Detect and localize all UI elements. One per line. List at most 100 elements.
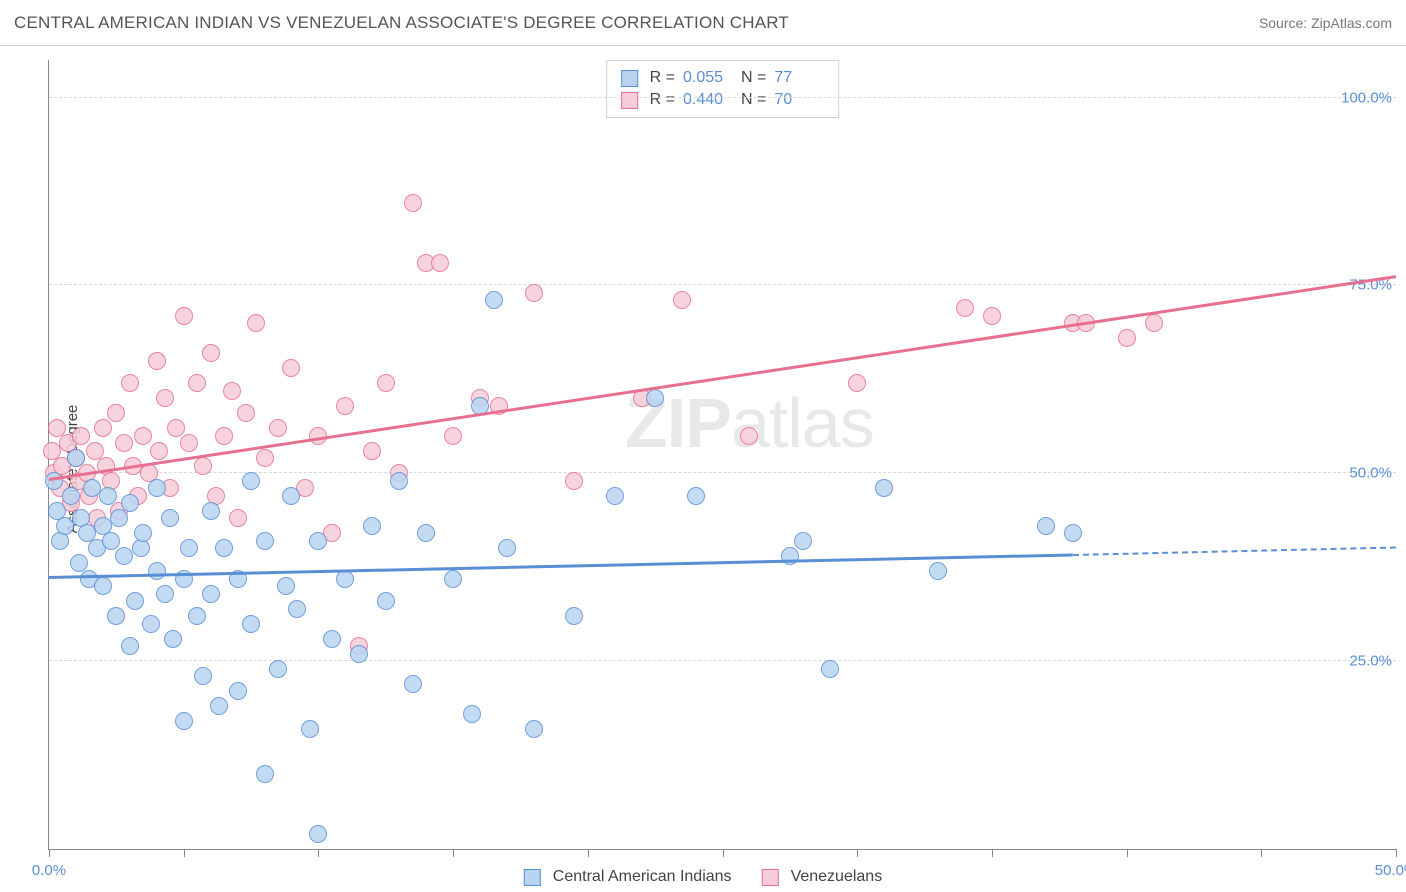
scatter-point-b <box>404 194 422 212</box>
scatter-point-a <box>256 765 274 783</box>
x-tick <box>184 849 185 857</box>
r-label-b: R = <box>650 91 675 109</box>
scatter-point-b <box>148 352 166 370</box>
chart-area: Associate's Degree ZIPatlas R = 0.055 N … <box>0 46 1406 892</box>
scatter-point-b <box>256 449 274 467</box>
scatter-point-a <box>202 585 220 603</box>
x-tick <box>588 849 589 857</box>
scatter-point-b <box>180 434 198 452</box>
x-tick-label: 0.0% <box>32 862 66 879</box>
scatter-point-a <box>498 539 516 557</box>
chart-header: CENTRAL AMERICAN INDIAN VS VENEZUELAN AS… <box>0 0 1406 46</box>
legend-item-a: Central American Indians <box>524 868 732 886</box>
scatter-point-a <box>215 539 233 557</box>
scatter-point-a <box>565 607 583 625</box>
scatter-point-b <box>150 442 168 460</box>
scatter-point-a <box>126 592 144 610</box>
y-tick-label: 100.0% <box>1341 89 1392 106</box>
x-tick <box>992 849 993 857</box>
scatter-point-b <box>1118 329 1136 347</box>
scatter-point-a <box>121 637 139 655</box>
scatter-point-b <box>740 427 758 445</box>
scatter-point-a <box>350 645 368 663</box>
scatter-point-a <box>102 532 120 550</box>
scatter-point-a <box>309 532 327 550</box>
y-tick-label: 50.0% <box>1349 465 1392 482</box>
scatter-point-b <box>215 427 233 445</box>
scatter-point-b <box>282 359 300 377</box>
scatter-point-a <box>175 712 193 730</box>
scatter-point-b <box>194 457 212 475</box>
scatter-point-a <box>323 630 341 648</box>
scatter-point-a <box>134 524 152 542</box>
scatter-point-a <box>309 825 327 843</box>
legend-item-b: Venezuelans <box>762 868 883 886</box>
x-tick <box>857 849 858 857</box>
x-tick <box>1261 849 1262 857</box>
scatter-point-a <box>188 607 206 625</box>
scatter-point-b <box>167 419 185 437</box>
scatter-point-a <box>148 562 166 580</box>
scatter-point-b <box>121 374 139 392</box>
scatter-point-a <box>269 660 287 678</box>
scatter-point-a <box>646 389 664 407</box>
scatter-point-a <box>242 615 260 633</box>
scatter-point-a <box>485 291 503 309</box>
scatter-point-a <box>377 592 395 610</box>
scatter-point-a <box>282 487 300 505</box>
scatter-point-a <box>180 539 198 557</box>
scatter-point-b <box>94 419 112 437</box>
r-value-b: 0.440 <box>683 91 733 109</box>
scatter-point-b <box>229 509 247 527</box>
scatter-point-a <box>277 577 295 595</box>
scatter-point-a <box>875 479 893 497</box>
scatter-point-b <box>956 299 974 317</box>
scatter-point-b <box>247 314 265 332</box>
scatter-point-b <box>431 254 449 272</box>
scatter-point-a <box>606 487 624 505</box>
chart-title: CENTRAL AMERICAN INDIAN VS VENEZUELAN AS… <box>14 13 789 33</box>
scatter-point-a <box>148 479 166 497</box>
grid-line <box>49 97 1396 98</box>
grid-line <box>49 284 1396 285</box>
scatter-point-a <box>256 532 274 550</box>
trend-line-a <box>49 553 1073 578</box>
grid-line <box>49 660 1396 661</box>
watermark-part2: atlas <box>731 384 874 462</box>
x-tick <box>1396 849 1397 857</box>
scatter-point-a <box>99 487 117 505</box>
scatter-point-a <box>242 472 260 490</box>
scatter-point-b <box>525 284 543 302</box>
stats-row-b: R = 0.440 N = 70 <box>621 89 825 111</box>
chart-source: Source: ZipAtlas.com <box>1259 15 1392 31</box>
scatter-point-b <box>107 404 125 422</box>
scatter-point-b <box>444 427 462 445</box>
stats-row-a: R = 0.055 N = 77 <box>621 67 825 89</box>
stats-legend-box: R = 0.055 N = 77 R = 0.440 N = 70 <box>606 60 840 118</box>
scatter-point-a <box>94 577 112 595</box>
scatter-point-a <box>67 449 85 467</box>
scatter-point-b <box>202 344 220 362</box>
scatter-point-a <box>404 675 422 693</box>
scatter-point-a <box>336 570 354 588</box>
scatter-point-b <box>237 404 255 422</box>
scatter-point-a <box>821 660 839 678</box>
scatter-point-a <box>156 585 174 603</box>
y-tick-label: 25.0% <box>1349 653 1392 670</box>
scatter-point-a <box>142 615 160 633</box>
scatter-point-b <box>565 472 583 490</box>
scatter-point-a <box>121 494 139 512</box>
scatter-point-a <box>161 509 179 527</box>
scatter-point-a <box>210 697 228 715</box>
trend-line-b <box>49 275 1396 480</box>
scatter-point-b <box>983 307 1001 325</box>
scatter-point-b <box>134 427 152 445</box>
scatter-point-a <box>194 667 212 685</box>
plot-region: ZIPatlas R = 0.055 N = 77 R = 0.440 N = … <box>48 60 1396 850</box>
scatter-point-b <box>363 442 381 460</box>
scatter-point-a <box>62 487 80 505</box>
scatter-point-a <box>229 682 247 700</box>
n-value-a: 77 <box>774 69 824 87</box>
scatter-point-a <box>107 607 125 625</box>
scatter-point-a <box>794 532 812 550</box>
